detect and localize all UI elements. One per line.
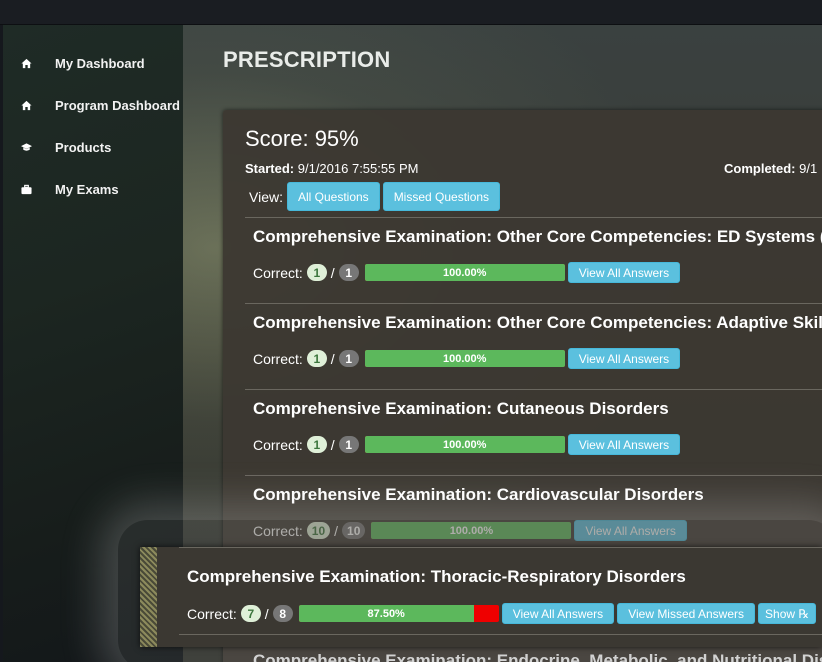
section-title: Comprehensive Examination: Cardiovascula…: [253, 485, 704, 504]
divider: [179, 634, 822, 635]
total-count-badge: 1: [338, 436, 359, 453]
section-item: Comprehensive Examination: Other Core Co…: [245, 217, 822, 303]
sidebar-item-program-dashboard[interactable]: Program Dashboard: [3, 91, 183, 119]
focus-stripe: [140, 547, 157, 647]
correct-label: Correct:: [253, 436, 303, 453]
section-score-row: Correct: 1/ 1 100.00% View All Answers: [253, 348, 683, 369]
correct-count-badge: 1: [306, 350, 327, 367]
section-item: Comprehensive Examination: Cardiovascula…: [245, 475, 822, 561]
view-label: View:: [249, 188, 283, 205]
progress-bar: 100.00%: [364, 436, 565, 453]
missed-questions-button[interactable]: Missed Questions: [382, 182, 501, 211]
total-count-badge: 1: [338, 350, 359, 367]
total-count-badge: 8: [272, 605, 293, 622]
total-count-badge: 1: [338, 264, 359, 281]
section-item: Comprehensive Examination: Cutaneous Dis…: [245, 389, 822, 475]
correct-count-badge: 10: [306, 522, 331, 539]
progress-bar-fill: 100.00%: [371, 522, 572, 539]
all-questions-button[interactable]: All Questions: [286, 182, 380, 211]
correct-label: Correct:: [253, 522, 303, 539]
view-filter: View: All Questions Missed Questions: [249, 182, 503, 211]
progress-bar-fill: 100.00%: [364, 436, 565, 453]
correct-count-badge: 1: [306, 436, 327, 453]
sidebar: My Dashboard Program Dashboard Products …: [3, 25, 183, 662]
progress-bar-fill: 100.00%: [364, 350, 565, 367]
completed-value: 9/1: [799, 161, 818, 176]
correct-label: Correct:: [253, 350, 303, 367]
progress-bar-fill: 100.00%: [364, 264, 565, 281]
sidebar-item-my-dashboard[interactable]: My Dashboard: [3, 49, 183, 77]
section-title: Comprehensive Examination: Cutaneous Dis…: [253, 399, 669, 418]
home-icon: [21, 58, 32, 69]
sidebar-item-my-exams[interactable]: My Exams: [3, 175, 183, 203]
total-count-badge: 10: [342, 522, 366, 539]
view-all-answers-button[interactable]: View All Answers: [501, 603, 615, 624]
section-title: Comprehensive Examination: Thoracic-Resp…: [187, 567, 686, 586]
completed-info: Completed: 9/1: [724, 161, 817, 176]
home-icon: [21, 100, 32, 111]
correct-label: Correct:: [187, 605, 237, 622]
focused-section-body: Comprehensive Examination: Thoracic-Resp…: [157, 547, 822, 647]
sidebar-item-label: Products: [55, 139, 112, 155]
section-item: Comprehensive Examination: Other Core Co…: [245, 303, 822, 389]
show-rx-button[interactable]: Show ℞: [758, 603, 817, 624]
page-title: PRESCRIPTION: [223, 47, 391, 72]
started-value: 9/1/2016 7:55:55 PM: [297, 161, 419, 176]
started-info: Started: 9/1/2016 7:55:55 PM: [245, 161, 418, 176]
section-score-row: Correct: 1/ 1 100.00% View All Answers: [253, 434, 683, 455]
view-all-answers-button[interactable]: View All Answers: [567, 434, 681, 455]
graduation-cap-icon: [21, 142, 32, 153]
progress-bar: 87.50%: [298, 605, 499, 622]
briefcase-icon: [21, 184, 32, 195]
top-bar: [0, 0, 822, 25]
sidebar-item-products[interactable]: Products: [3, 133, 183, 161]
sidebar-item-label: My Exams: [55, 181, 119, 197]
view-all-answers-button[interactable]: View All Answers: [567, 262, 681, 283]
correct-label: Correct:: [253, 264, 303, 281]
correct-count-badge: 7: [240, 605, 261, 622]
started-label: Started:: [245, 161, 295, 176]
view-missed-answers-button[interactable]: View Missed Answers: [617, 603, 756, 624]
view-all-answers-button[interactable]: View All Answers: [574, 520, 687, 541]
completed-label: Completed:: [724, 161, 796, 176]
section-score-row: Correct: 7/ 8 87.50% View All Answers Vi…: [187, 603, 819, 624]
score-heading: Score: 95%: [245, 126, 359, 151]
progress-bar: 100.00%: [364, 264, 565, 281]
progress-bar: 100.00%: [371, 522, 572, 539]
section-title: Comprehensive Examination: Other Core Co…: [253, 313, 822, 332]
section-score-row: Correct: 1/ 1 100.00% View All Answers: [253, 262, 683, 283]
next-section-title: Comprehensive Examination: Endocrine, Me…: [253, 651, 822, 662]
section-score-row: Correct: 10/ 10 100.00% View All Answers: [253, 520, 690, 541]
view-all-answers-button[interactable]: View All Answers: [567, 348, 681, 369]
progress-bar-fill: 87.50%: [298, 605, 474, 622]
divider: [179, 547, 822, 548]
sidebar-item-label: My Dashboard: [55, 55, 145, 71]
progress-bar: 100.00%: [364, 350, 565, 367]
sidebar-item-label: Program Dashboard: [55, 97, 180, 113]
focused-section: Comprehensive Examination: Thoracic-Resp…: [140, 547, 822, 647]
section-title: Comprehensive Examination: Other Core Co…: [253, 227, 822, 246]
correct-count-badge: 1: [306, 264, 327, 281]
